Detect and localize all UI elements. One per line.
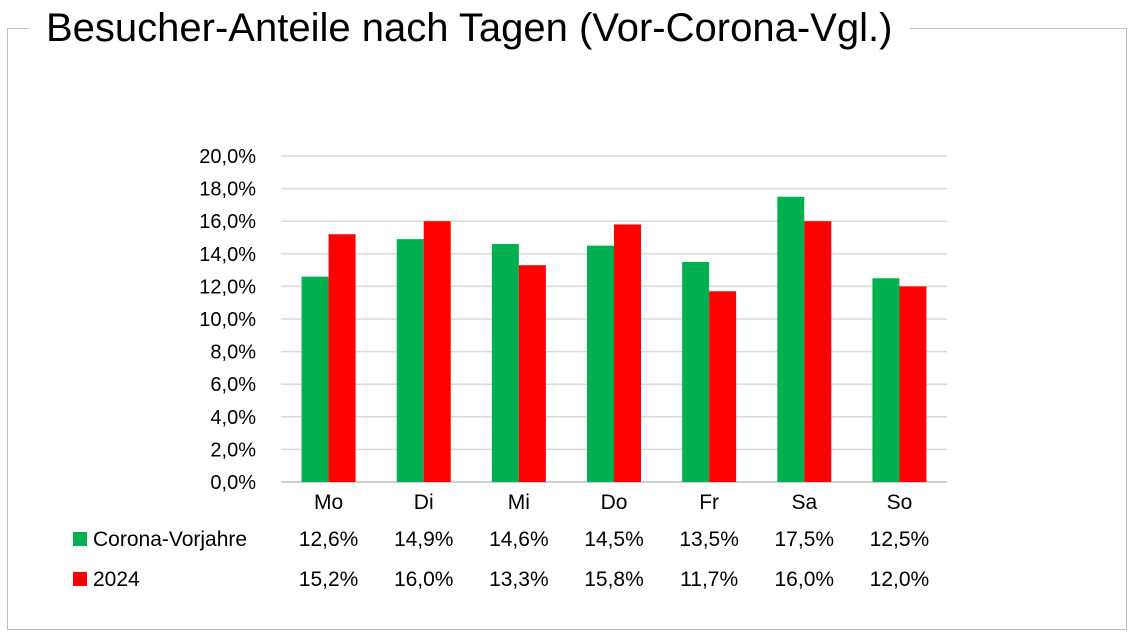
bar-2024-fr [709, 291, 737, 482]
bar-corona-vorjahre-fr [682, 261, 710, 482]
category-label: Do [601, 491, 628, 514]
data-table-value: 14,6% [489, 528, 549, 551]
data-table-value: 12,5% [870, 528, 930, 551]
legend-swatch [73, 572, 87, 586]
legend-swatch [73, 532, 87, 546]
legend-label: 2024 [93, 568, 140, 591]
data-table-value: 16,0% [394, 568, 454, 591]
bar-corona-vorjahre-do [587, 245, 614, 482]
bar-2024-di [423, 221, 451, 482]
y-tick-label: 14,0% [199, 244, 256, 266]
data-table-value: 15,2% [299, 568, 359, 591]
bar-2024-mo [328, 234, 356, 482]
bar-corona-vorjahre-sa [777, 196, 805, 482]
title-box: Besucher-Anteile nach Tagen (Vor-Corona-… [28, 4, 911, 52]
y-tick-label: 18,0% [199, 179, 256, 201]
bar-corona-vorjahre-mi [491, 244, 519, 482]
category-label: Mo [314, 491, 343, 514]
category-label: Fr [699, 491, 719, 514]
y-tick-label: 4,0% [210, 407, 256, 429]
y-tick-label: 20,0% [199, 146, 256, 168]
category-label: So [887, 491, 913, 514]
bar-corona-vorjahre-so [872, 278, 900, 482]
data-table-value: 13,3% [489, 568, 549, 591]
bar-2024-mi [518, 265, 546, 482]
bar-corona-vorjahre-mo [301, 276, 329, 482]
y-tick-label: 12,0% [199, 276, 256, 298]
data-table-value: 12,0% [870, 568, 930, 591]
y-tick-label: 16,0% [199, 211, 256, 233]
data-table-value: 14,9% [394, 528, 454, 551]
category-label: Mi [508, 491, 530, 514]
category-label: Di [414, 491, 434, 514]
data-table-value: 15,8% [584, 568, 644, 591]
category-label: Sa [791, 491, 817, 514]
data-table-value: 13,5% [679, 528, 739, 551]
data-table-value: 11,7% [680, 568, 738, 591]
data-table-value: 14,5% [584, 528, 644, 551]
data-table-value: 12,6% [299, 528, 359, 551]
bar-2024-do [614, 224, 641, 482]
bar-2024-so [899, 286, 927, 482]
data-table-value: 16,0% [775, 568, 835, 591]
data-table-value: 17,5% [775, 528, 835, 551]
y-tick-label: 0,0% [210, 472, 256, 494]
bar-corona-vorjahre-di [396, 239, 424, 482]
y-tick-label: 10,0% [199, 309, 256, 331]
bar-2024-sa [804, 221, 832, 482]
legend-label: Corona-Vorjahre [93, 528, 247, 551]
y-tick-label: 6,0% [210, 374, 256, 396]
y-tick-label: 2,0% [210, 439, 256, 461]
y-tick-label: 8,0% [210, 342, 256, 364]
chart-title: Besucher-Anteile nach Tagen (Vor-Corona-… [46, 6, 893, 50]
